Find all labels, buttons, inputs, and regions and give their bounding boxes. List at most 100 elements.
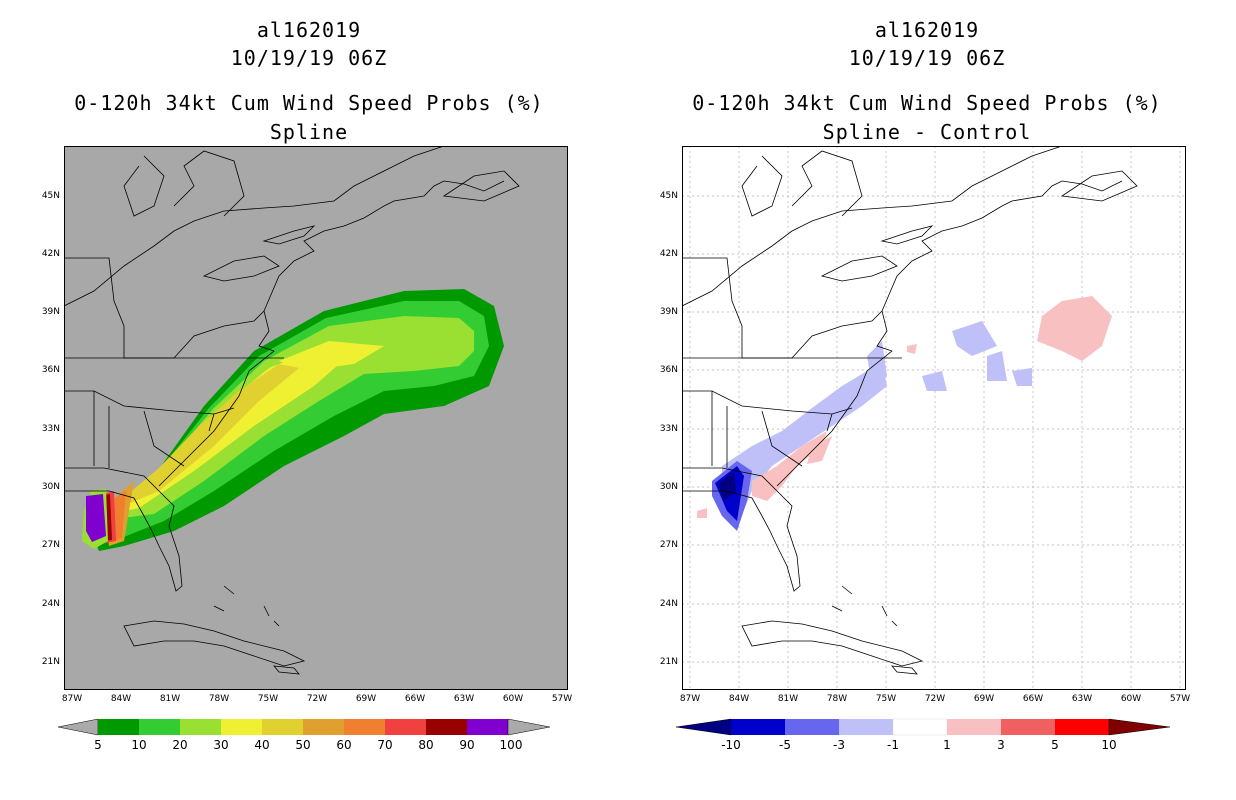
probability-colorbar xyxy=(58,718,551,736)
method-title: Spline - Control xyxy=(822,120,1032,144)
lon-label: 66W xyxy=(404,694,426,704)
lon-label: 57W xyxy=(1169,694,1191,704)
lon-label: 75W xyxy=(257,694,279,704)
lat-label: 33N xyxy=(41,424,60,434)
product-title: 0-120h 34kt Cum Wind Speed Probs (%) xyxy=(692,91,1162,115)
colorbar-label: 10 xyxy=(131,738,147,752)
lon-label: 66W xyxy=(1022,694,1044,704)
lat-label: 33N xyxy=(659,424,678,434)
map-background xyxy=(682,146,1186,690)
lon-label: 63W xyxy=(1071,694,1093,704)
prob-band-30b xyxy=(279,341,384,371)
colorbar-high-end xyxy=(507,718,551,736)
lon-label: 72W xyxy=(924,694,946,704)
colorbar-label: 40 xyxy=(254,738,270,752)
lon-label: 81W xyxy=(159,694,181,704)
diff-positive-light-4 xyxy=(697,508,707,518)
lon-label: 60W xyxy=(1120,694,1142,704)
product-title: 0-120h 34kt Cum Wind Speed Probs (%) xyxy=(74,91,544,115)
lon-label: 87W xyxy=(61,694,83,704)
lat-label: 39N xyxy=(659,307,678,317)
left-map-panel: al162019 10/19/19 06Z 0-120h 34kt Cum Wi… xyxy=(41,18,573,752)
lat-label: 36N xyxy=(41,365,60,375)
diff-negative-extreme xyxy=(718,472,736,501)
colorbar-box-30 xyxy=(221,719,262,735)
colorbar-label: 1 xyxy=(943,738,951,752)
colorbar-box-70 xyxy=(385,719,426,735)
storm-id-title: al162019 xyxy=(874,18,980,42)
colorbar-box-40 xyxy=(262,719,303,735)
diff-positive-light xyxy=(752,431,827,501)
colorbar-label: 20 xyxy=(172,738,188,752)
right-map-panel: al162019 10/19/19 06Z 0-120h 34kt Cum Wi… xyxy=(618,0,1236,800)
lat-lon-grid xyxy=(682,146,1186,690)
lon-label: 69W xyxy=(973,694,995,704)
lat-label: 36N xyxy=(659,365,678,375)
colorbar-box-p1 xyxy=(947,719,1001,735)
colorbar-box-80 xyxy=(426,719,467,735)
lon-label: 87W xyxy=(679,694,701,704)
colorbar-label: 5 xyxy=(1051,738,1059,752)
lat-label: 30N xyxy=(41,482,60,492)
lat-label: 42N xyxy=(659,249,678,259)
probability-map xyxy=(64,146,568,690)
date-title: 10/19/19 06Z xyxy=(230,46,388,70)
coastlines xyxy=(682,146,1138,675)
lat-label: 39N xyxy=(41,307,60,317)
colorbar-box-n5 xyxy=(785,719,839,735)
map-frame xyxy=(64,146,568,690)
prob-band-100 xyxy=(86,494,106,542)
lat-label: 45N xyxy=(41,191,60,201)
colorbar-label: 90 xyxy=(459,738,475,752)
colorbar-label: -1 xyxy=(887,738,899,752)
lon-label: 81W xyxy=(777,694,799,704)
colorbar-label: 60 xyxy=(336,738,352,752)
diff-negative-light-3 xyxy=(952,321,997,356)
lat-label: 24N xyxy=(659,599,678,609)
diff-negative-light xyxy=(722,361,887,526)
colorbar-label: -10 xyxy=(721,738,741,752)
lat-label: 27N xyxy=(659,540,678,550)
diff-positive-light-5 xyxy=(907,344,917,354)
lat-label: 21N xyxy=(41,657,60,667)
storm-id-title: al162019 xyxy=(256,18,362,42)
diff-positive-light-3 xyxy=(1037,296,1112,361)
diff-negative-light-5 xyxy=(987,351,1007,381)
colorbar-box-90 xyxy=(467,719,508,735)
lon-label: 84W xyxy=(110,694,132,704)
colorbar-box-5 xyxy=(98,719,139,735)
lat-label: 30N xyxy=(659,482,678,492)
diff-positive-light-2 xyxy=(807,436,832,464)
colorbar-box-n3 xyxy=(839,719,893,735)
date-title: 10/19/19 06Z xyxy=(848,46,1006,70)
lon-label: 60W xyxy=(502,694,524,704)
colorbar-label: 80 xyxy=(418,738,434,752)
colorbar-label: 5 xyxy=(94,738,102,752)
lon-label: 84W xyxy=(728,694,750,704)
colorbar-label: -5 xyxy=(779,738,791,752)
colorbar-low-end xyxy=(58,718,99,736)
lat-label: 27N xyxy=(41,540,60,550)
colorbar-label: 50 xyxy=(295,738,311,752)
colorbar-box-50 xyxy=(303,719,344,735)
colorbar-box-n10 xyxy=(731,719,785,735)
colorbar-low-end xyxy=(676,718,732,736)
colorbar-box-p3 xyxy=(1001,719,1055,735)
colorbar-label: 10 xyxy=(1101,738,1117,752)
colorbar-label: 100 xyxy=(499,738,523,752)
lat-label: 24N xyxy=(41,599,60,609)
difference-map xyxy=(682,146,1186,690)
method-title: Spline xyxy=(269,120,349,144)
colorbar-box-p5 xyxy=(1055,719,1109,735)
colorbar-label: 3 xyxy=(997,738,1005,752)
lon-label: 57W xyxy=(551,694,573,704)
lon-label: 75W xyxy=(875,694,897,704)
lon-label: 63W xyxy=(453,694,475,704)
colorbar-box-20 xyxy=(180,719,221,735)
colorbar-label: 70 xyxy=(377,738,393,752)
coastlines xyxy=(64,146,520,675)
prob-band-40 xyxy=(104,364,299,514)
map-frame xyxy=(682,146,1186,690)
lon-label: 69W xyxy=(355,694,377,704)
lon-label: 78W xyxy=(826,694,848,704)
